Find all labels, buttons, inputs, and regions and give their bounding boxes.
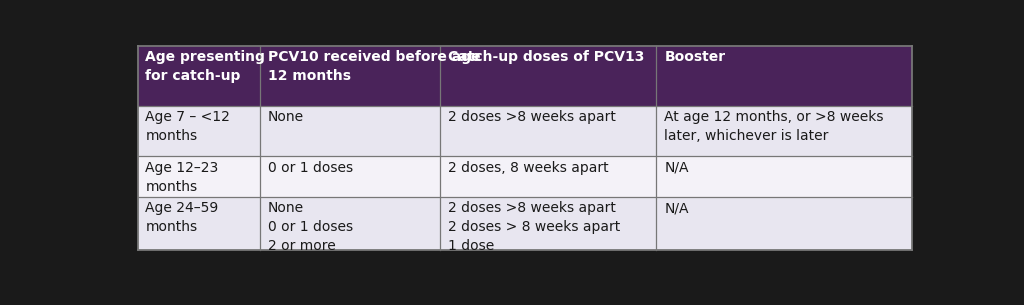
- Text: Age 12–23
months: Age 12–23 months: [145, 160, 219, 193]
- Text: Catch-up doses of PCV13: Catch-up doses of PCV13: [447, 50, 644, 64]
- Bar: [656, 106, 912, 156]
- Text: None
0 or 1 doses
2 or more: None 0 or 1 doses 2 or more: [268, 201, 353, 253]
- Text: PCV10 received before age
12 months: PCV10 received before age 12 months: [268, 50, 480, 83]
- Bar: [137, 106, 260, 156]
- Bar: [260, 106, 439, 156]
- Text: Booster: Booster: [665, 50, 726, 64]
- Text: Age 7 – <12
months: Age 7 – <12 months: [145, 110, 230, 143]
- Bar: [439, 106, 656, 156]
- Text: N/A: N/A: [665, 201, 689, 215]
- Bar: [137, 197, 260, 250]
- Bar: [439, 46, 656, 106]
- Text: N/A: N/A: [665, 160, 689, 174]
- Bar: [439, 197, 656, 250]
- Bar: [137, 156, 260, 197]
- Text: Age presenting
for catch-up: Age presenting for catch-up: [145, 50, 265, 83]
- Bar: [656, 46, 912, 106]
- Text: 2 doses, 8 weeks apart: 2 doses, 8 weeks apart: [447, 160, 608, 174]
- Bar: [260, 46, 439, 106]
- Text: 2 doses >8 weeks apart: 2 doses >8 weeks apart: [447, 110, 615, 124]
- Bar: [260, 197, 439, 250]
- Bar: [260, 156, 439, 197]
- Text: At age 12 months, or >8 weeks
later, whichever is later: At age 12 months, or >8 weeks later, whi…: [665, 110, 884, 143]
- Text: None: None: [268, 110, 304, 124]
- Text: 2 doses >8 weeks apart
2 doses > 8 weeks apart
1 dose: 2 doses >8 weeks apart 2 doses > 8 weeks…: [447, 201, 620, 253]
- Text: 0 or 1 doses: 0 or 1 doses: [268, 160, 353, 174]
- Bar: [656, 197, 912, 250]
- Text: Age 24–59
months: Age 24–59 months: [145, 201, 219, 234]
- Bar: [656, 156, 912, 197]
- Bar: [137, 46, 260, 106]
- Bar: [439, 156, 656, 197]
